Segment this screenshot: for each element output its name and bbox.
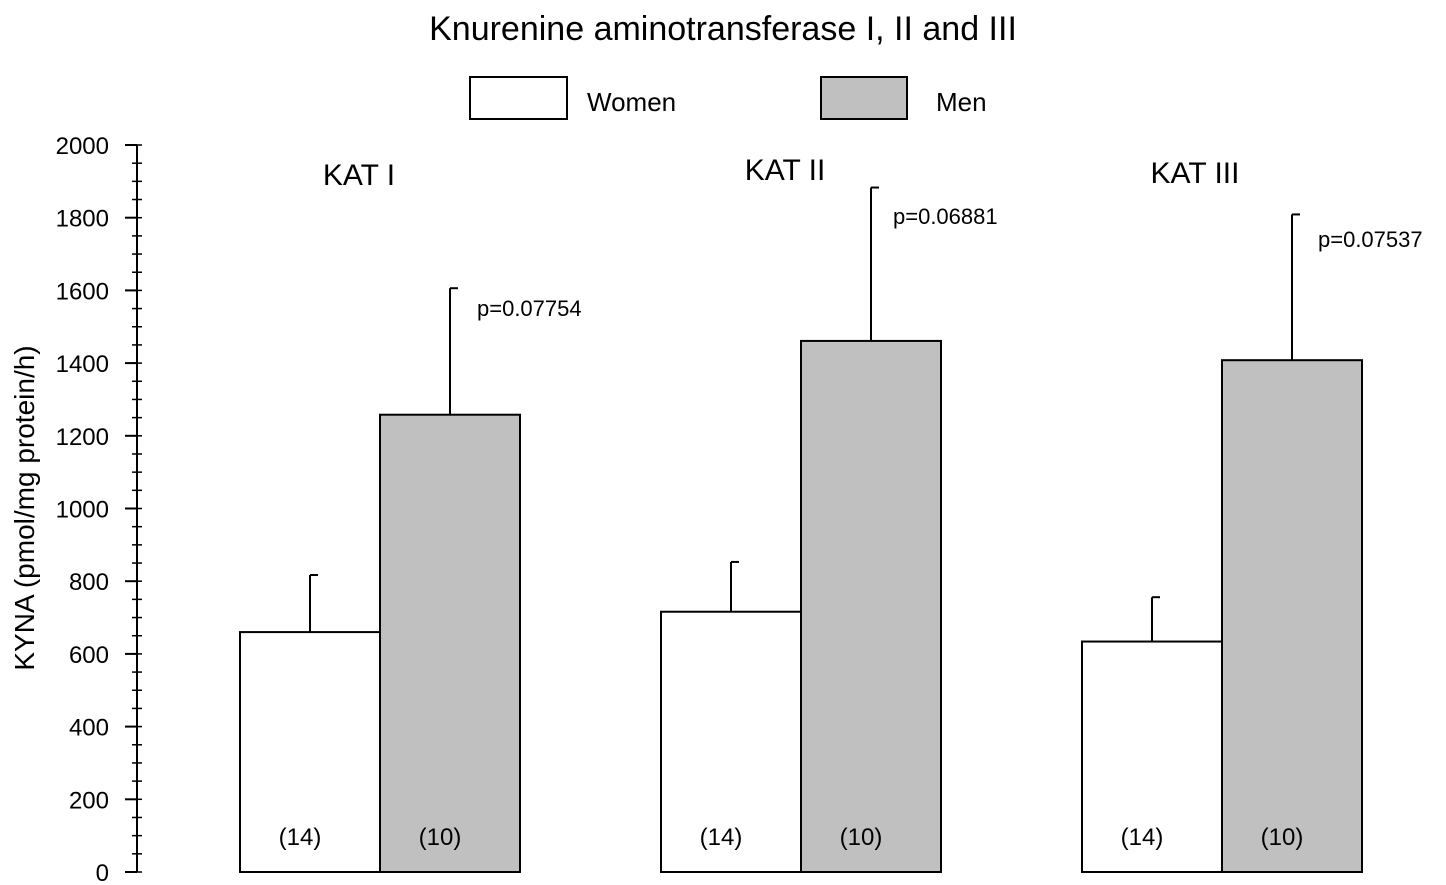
p-value-3: p=0.07537	[1318, 227, 1423, 252]
y-axis: 0 200 400 600 800 1000 1200 1400 1600 1800 2000	[56, 133, 142, 885]
n-label-men-3: (10)	[1261, 824, 1304, 851]
bar-men-2	[800, 339, 942, 873]
legend-label-women: Women	[587, 87, 676, 117]
y-axis-label: KYNA (pmol/mg protein/h)	[9, 345, 40, 670]
legend-swatch-women	[469, 76, 568, 120]
n-label-women-2: (14)	[700, 824, 743, 851]
category-label-3: KAT III	[1151, 157, 1240, 190]
n-label-men-1: (10)	[419, 824, 462, 851]
y-tick-label: 800	[69, 569, 109, 596]
y-tick-label: 2000	[56, 133, 109, 160]
y-tick-label: 600	[69, 642, 109, 669]
legend-swatch-men	[820, 76, 908, 120]
n-label-women-3: (14)	[1121, 824, 1164, 851]
y-tick-label: 0	[96, 860, 109, 885]
category-label-2: KAT II	[745, 154, 826, 187]
bar-women-3	[1081, 640, 1223, 874]
bar-women-1	[239, 631, 381, 874]
y-tick-label: 1200	[56, 424, 109, 451]
bars	[239, 186, 1363, 874]
chart-title: Knurenine aminotransferase I, II and III	[429, 10, 1017, 48]
annotations: (14) (10) p=0.07754 (14) (10) p=0.06881 (14) (1…	[279, 204, 1423, 851]
y-tick-label: 200	[69, 787, 109, 814]
bar-men-1	[379, 413, 521, 873]
bar-women-2	[660, 610, 802, 873]
y-tick-label: 1800	[56, 206, 109, 233]
y-tick-label: 400	[69, 715, 109, 742]
legend-label-men: Men	[936, 87, 987, 117]
n-label-women-1: (14)	[279, 824, 322, 851]
p-value-1: p=0.07754	[477, 296, 582, 321]
bar-men-3	[1221, 359, 1363, 873]
y-tick-label: 1600	[56, 278, 109, 305]
category-labels: KAT I KAT II KAT III	[323, 154, 1240, 192]
n-label-men-2: (10)	[840, 824, 883, 851]
y-tick-label: 1400	[56, 351, 109, 378]
p-value-2: p=0.06881	[893, 204, 998, 229]
legend: Women Men	[469, 76, 987, 120]
y-tick-label: 1000	[56, 497, 109, 524]
category-label-1: KAT I	[323, 159, 395, 192]
